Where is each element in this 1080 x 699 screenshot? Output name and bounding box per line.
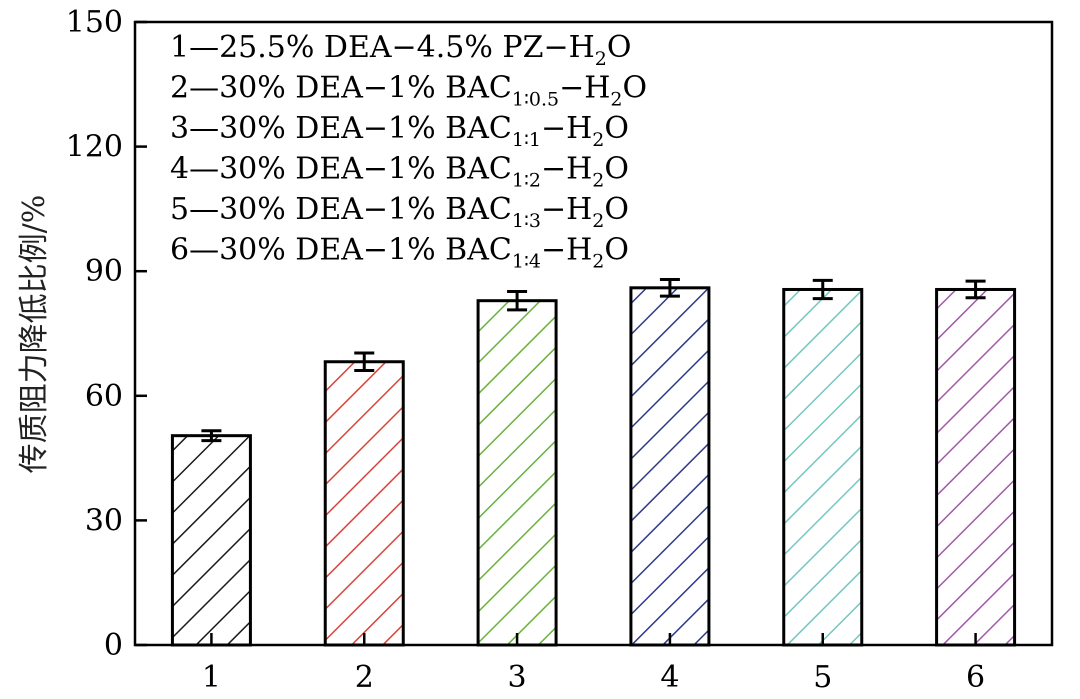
error-bar-6	[965, 279, 986, 300]
bar-3	[476, 299, 558, 647]
error-bar-3	[507, 290, 528, 312]
y-tick-label-30: 30	[85, 503, 123, 538]
x-axis: 1 2 3 4 5 6	[202, 633, 985, 695]
x-tick-label-4: 4	[660, 660, 679, 695]
bars-group	[170, 286, 1017, 647]
y-tick-label-120: 120	[66, 130, 123, 165]
y-tick-label-0: 0	[104, 628, 123, 663]
legend-entry-4: 4—30% DEA−1% BAC1∶2−H2O	[170, 152, 629, 192]
bar-6	[935, 287, 1017, 647]
error-bar-2	[354, 351, 375, 372]
legend-entry-3: 3—30% DEA−1% BAC1∶1−H2O	[170, 111, 629, 151]
y-axis: 0 30 60 90 120 150	[66, 5, 147, 663]
bar-2	[323, 360, 405, 647]
y-tick-label-90: 90	[85, 254, 123, 289]
legend-entry-2: 2—30% DEA−1% BAC1∶0.5−H2O	[170, 71, 647, 111]
error-bar-1	[201, 429, 222, 443]
legend-entry-1: 1—25.5% DEA−4.5% PZ−H2O	[170, 30, 631, 70]
y-tick-label-60: 60	[85, 379, 123, 414]
legend-entry-6: 6—30% DEA−1% BAC1∶4−H2O	[170, 233, 629, 273]
error-bar-5	[812, 278, 833, 301]
y-tick-label-150: 150	[66, 5, 123, 40]
plot-frame	[133, 20, 1054, 647]
x-tick-label-3: 3	[508, 660, 527, 695]
bar-1	[170, 434, 252, 647]
bar-4	[629, 286, 711, 647]
error-bar-4	[659, 278, 680, 298]
legend-entry-5: 5—30% DEA−1% BAC1∶3−H2O	[170, 192, 629, 232]
x-tick-label-6: 6	[966, 660, 985, 695]
x-tick-label-1: 1	[202, 660, 221, 695]
bar-5	[782, 287, 864, 647]
error-bars-group	[201, 278, 986, 443]
y-axis-label: 传质阻力降低比例/%	[17, 195, 52, 474]
x-tick-label-5: 5	[813, 660, 832, 695]
x-tick-label-2: 2	[355, 660, 374, 695]
